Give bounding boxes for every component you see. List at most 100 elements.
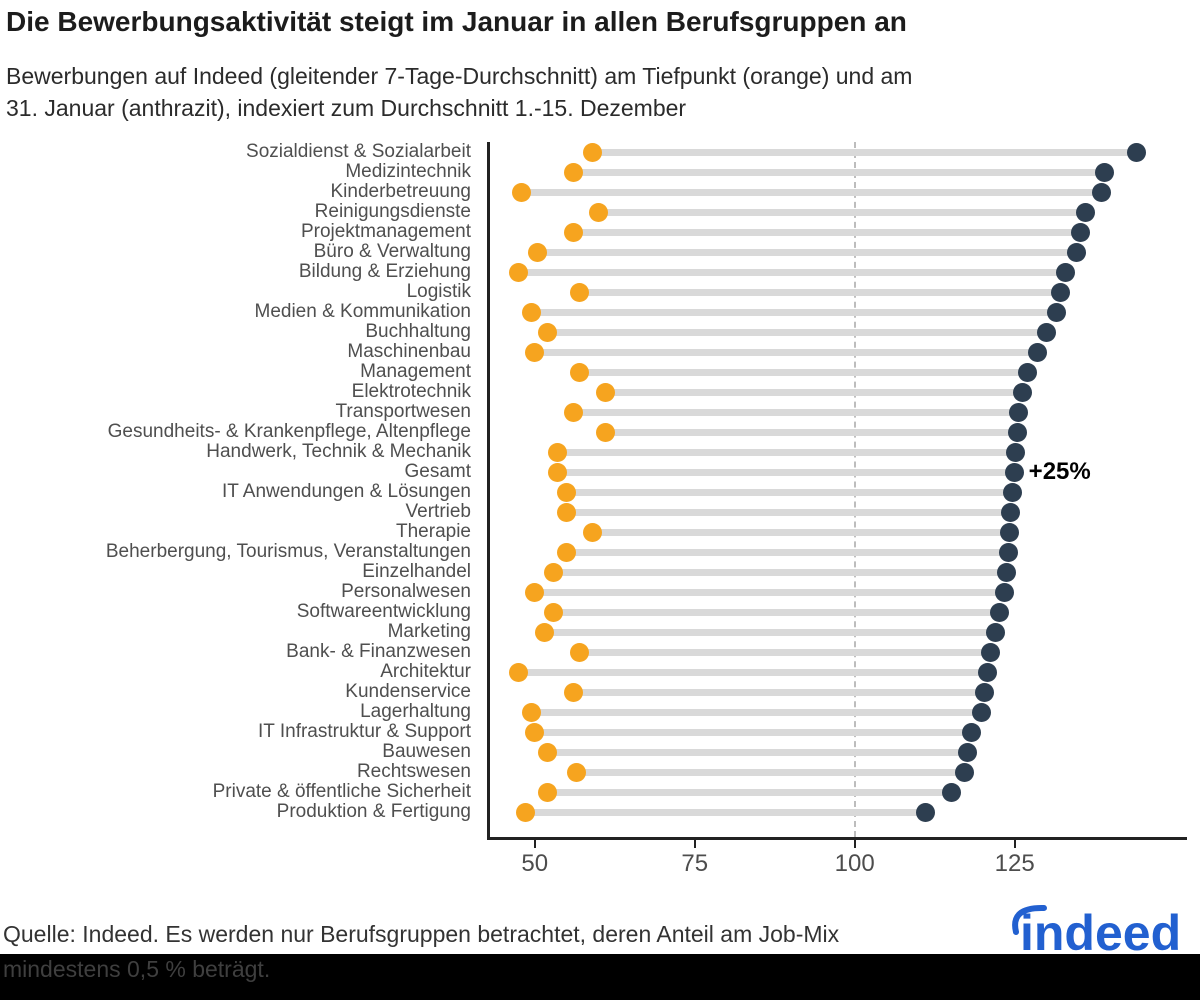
jan31-dot <box>978 662 998 682</box>
tiefpunkt-dot <box>509 662 529 682</box>
category-label: Kinderbetreuung <box>330 181 472 202</box>
jan31-dot <box>996 562 1016 582</box>
connector-line <box>592 528 1010 536</box>
dumbbell-row <box>490 602 1187 622</box>
category-axis: Sozialdienst & Sozialarbeit Medizintechni… <box>0 142 479 822</box>
category-label: Sozialdienst & Sozialarbeit <box>246 141 471 162</box>
category-label: IT Anwendungen & Lösungen <box>222 481 471 502</box>
tiefpunkt-dot <box>595 422 615 442</box>
category-label: Beherbergung, Tourismus, Veranstaltungen <box>105 541 471 562</box>
connector-line <box>566 508 1011 516</box>
tiefpunkt-dot <box>557 502 577 522</box>
jan31-dot <box>980 642 1000 662</box>
connector-line <box>534 348 1038 356</box>
connector-line <box>534 728 972 736</box>
tiefpunkt-dot <box>566 762 586 782</box>
tiefpunkt-dot <box>509 262 529 282</box>
tiefpunkt-dot <box>534 622 554 642</box>
x-axis-tick-label: 100 <box>834 850 875 877</box>
dumbbell-row <box>490 342 1187 362</box>
category-label: Einzelhandel <box>362 561 471 582</box>
dumbbell-row <box>490 622 1187 642</box>
connector-line <box>579 648 991 656</box>
x-axis-tick-label: 75 <box>681 850 709 877</box>
tiefpunkt-dot <box>522 302 542 322</box>
indeed-logo: indeed <box>1012 904 1181 956</box>
x-axis-tick-label: 125 <box>994 850 1035 877</box>
dumbbell-row <box>490 722 1187 742</box>
connector-line <box>553 608 1000 616</box>
dumbbell-row <box>490 782 1187 802</box>
category-label: IT Infrastruktur & Support <box>258 721 471 742</box>
jan31-dot <box>1126 142 1146 162</box>
indeed-logo-arc-icon <box>1012 904 1047 935</box>
dumbbell-row <box>490 442 1187 462</box>
tiefpunkt-dot <box>582 142 602 162</box>
jan31-dot <box>1002 482 1022 502</box>
category-label: Medizintechnik <box>345 161 471 182</box>
jan31-dot <box>1017 362 1037 382</box>
category-label: Gesamt <box>404 461 471 482</box>
category-label: Kundenservice <box>345 681 471 702</box>
tiefpunkt-dot <box>557 542 577 562</box>
dumbbell-row <box>490 502 1187 522</box>
connector-line <box>553 568 1007 576</box>
source-note-line1: Quelle: Indeed. Es werden nur Berufsgrup… <box>3 921 840 947</box>
tiefpunkt-dot <box>528 242 548 262</box>
dumbbell-row <box>490 462 1187 482</box>
dumbbell-row <box>490 742 1187 762</box>
connector-line <box>531 308 1057 316</box>
jan31-dot <box>961 722 981 742</box>
tiefpunkt-dot <box>557 482 577 502</box>
x-axis-tick <box>1013 840 1016 848</box>
dumbbell-row <box>490 702 1187 722</box>
category-label: Personalwesen <box>341 581 471 602</box>
connector-line <box>566 548 1009 556</box>
tiefpunkt-dot <box>512 182 532 202</box>
jan31-dot <box>1007 422 1027 442</box>
dumbbell-row <box>490 662 1187 682</box>
connector-line <box>547 748 968 756</box>
connector-line <box>537 248 1077 256</box>
dumbbell-row <box>490 522 1187 542</box>
tiefpunkt-dot <box>525 582 545 602</box>
category-label: Vertrieb <box>405 501 471 522</box>
connector-line <box>547 328 1047 336</box>
connector-line <box>598 208 1086 216</box>
connector-line <box>573 688 985 696</box>
category-label: Marketing <box>387 621 471 642</box>
category-label: Rechtswesen <box>356 761 471 782</box>
jan31-dot <box>915 802 935 822</box>
category-label: Therapie <box>396 521 471 542</box>
indeed-logo-text: indeed <box>1020 905 1181 956</box>
jan31-dot <box>985 622 1005 642</box>
dumbbell-row <box>490 682 1187 702</box>
jan31-dot <box>1071 222 1091 242</box>
x-axis-tick <box>853 840 856 848</box>
dumbbell-row <box>490 322 1187 342</box>
category-label: Bildung & Erziehung <box>298 261 471 282</box>
tiefpunkt-dot <box>547 462 567 482</box>
connector-line <box>576 768 965 776</box>
dumbbell-row <box>490 362 1187 382</box>
jan31-dot <box>1056 262 1076 282</box>
category-label: Produktion & Fertigung <box>276 801 471 822</box>
category-label: Elektrotechnik <box>351 381 471 402</box>
connector-line <box>521 188 1102 196</box>
category-label: Buchhaltung <box>365 321 471 342</box>
dumbbell-row <box>490 582 1187 602</box>
tiefpunkt-dot <box>547 442 567 462</box>
dumbbell-row <box>490 562 1187 582</box>
dumbbell-row <box>490 182 1187 202</box>
tiefpunkt-dot <box>522 702 542 722</box>
category-label: Handwerk, Technik & Mechanik <box>206 441 471 462</box>
jan31-dot <box>955 762 975 782</box>
category-label: Lagerhaltung <box>360 701 471 722</box>
jan31-dot <box>994 582 1014 602</box>
source-note-line2: mindestens 0,5 % beträgt. <box>3 956 271 982</box>
dumbbell-row <box>490 542 1187 562</box>
connector-line <box>579 368 1028 376</box>
category-label: Reinigungsdienste <box>314 201 471 222</box>
connector-line <box>579 288 1061 296</box>
